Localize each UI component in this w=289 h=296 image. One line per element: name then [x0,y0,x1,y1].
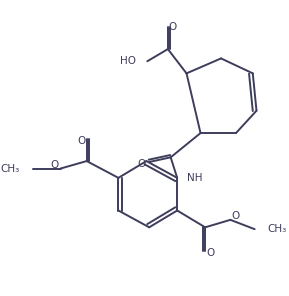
Text: CH₃: CH₃ [0,163,19,173]
Text: O: O [232,211,240,221]
Text: O: O [77,136,85,146]
Text: NH: NH [186,173,202,183]
Text: O: O [207,247,215,258]
Text: O: O [138,159,146,169]
Text: CH₃: CH₃ [268,224,287,234]
Text: O: O [51,160,59,170]
Text: HO: HO [120,56,136,66]
Text: O: O [168,22,177,32]
